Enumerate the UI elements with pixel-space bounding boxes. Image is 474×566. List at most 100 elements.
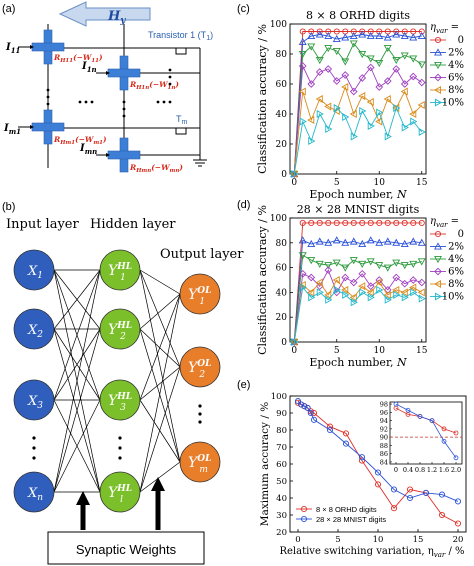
data-point <box>332 77 341 85</box>
inset-y-tick-label: 84 <box>380 458 388 466</box>
data-point <box>359 107 367 115</box>
data-point <box>418 294 426 303</box>
data-point <box>367 219 374 227</box>
data-point <box>409 237 418 245</box>
data-point <box>383 95 391 103</box>
x-tick-label: 15 <box>416 346 428 356</box>
data-point <box>410 288 418 297</box>
y-tick-label: 20 <box>276 140 288 150</box>
data-point <box>341 33 350 41</box>
series-line <box>293 268 422 343</box>
data-point <box>358 269 367 278</box>
data-point <box>342 219 349 227</box>
inset-y-tick-label: 88 <box>380 442 388 450</box>
data-point <box>376 285 384 294</box>
series-4pct <box>290 252 426 347</box>
data-point <box>434 98 443 107</box>
data-point <box>349 87 358 96</box>
layer-label-input: Input layer <box>6 217 80 232</box>
data-point <box>291 338 299 346</box>
data-point <box>294 399 302 406</box>
data-point <box>308 28 315 35</box>
data-point <box>349 293 357 302</box>
hidden-node-circle <box>99 249 141 291</box>
y-tick-label: 20 <box>276 313 288 323</box>
data-point <box>366 63 375 72</box>
hidden-node: YHL 1 <box>99 249 141 291</box>
chart-mnist-epochs: 0 20 40 60 80 100 0 5 10 15 28 × 28 MNIST digits Ep… <box>256 203 464 369</box>
panel-a: (a) Hy <box>2 1 213 174</box>
data-point <box>383 33 392 41</box>
data-point <box>417 288 425 297</box>
data-point <box>300 505 308 513</box>
data-point <box>333 28 340 35</box>
data-point <box>434 36 442 44</box>
chart-title: 28 × 28 MNIST digits <box>297 203 420 216</box>
x-tick-label: 0 <box>291 346 297 356</box>
ellipsis-dots <box>46 68 172 118</box>
data-point <box>298 62 307 70</box>
data-point <box>375 59 384 68</box>
data-point <box>358 74 367 82</box>
series-10pct <box>291 104 426 178</box>
data-point <box>383 77 392 85</box>
input-arrows <box>18 45 110 157</box>
connection-line <box>139 328 181 368</box>
inset-y-tick-label: 86 <box>380 450 388 458</box>
chart-orhd-epochs: 0 20 40 60 80 100 0 5 10 15 8 × 8 ORHD digits Epoch… <box>256 9 464 201</box>
data-point <box>383 44 392 53</box>
data-point <box>301 403 308 410</box>
data-point <box>434 242 442 250</box>
y-axis-label: Classification accuracy / % <box>256 24 269 174</box>
data-point <box>417 238 426 246</box>
input-label: Im1 <box>3 123 21 136</box>
data-point <box>341 238 350 246</box>
data-point <box>315 68 324 76</box>
data-point <box>400 80 409 88</box>
data-point <box>393 219 400 227</box>
connection-line <box>139 328 181 463</box>
connection-line <box>139 269 181 463</box>
data-point <box>298 269 307 278</box>
series-line <box>293 31 422 175</box>
connection-line <box>139 269 181 368</box>
output-node-label: YOL 2 <box>188 359 211 380</box>
ellipsis-dot <box>118 456 122 460</box>
x-axis-label: Epoch number, N <box>309 356 407 369</box>
data-point <box>298 50 307 59</box>
panel-c-label: (c) <box>237 3 250 15</box>
data-point <box>325 219 332 227</box>
data-point <box>434 48 442 56</box>
data-point <box>393 401 399 407</box>
data-point <box>332 236 341 244</box>
hidden-node: YHL 2 <box>99 308 141 350</box>
input-label: I1n <box>81 61 97 74</box>
connection-line <box>139 293 181 330</box>
data-point <box>393 104 401 112</box>
data-point <box>433 86 442 94</box>
y-tick-label: 60 <box>276 264 288 274</box>
data-point <box>315 30 324 38</box>
connection-line <box>139 399 181 463</box>
input-node: Xn <box>13 471 55 513</box>
data-point <box>359 288 367 297</box>
data-point <box>325 125 333 133</box>
data-point <box>417 101 425 109</box>
legend-entry: 2% <box>448 242 464 253</box>
y-tick-label: 80 <box>276 426 287 436</box>
data-point <box>392 273 401 282</box>
data-point <box>307 31 316 40</box>
data-point <box>429 418 435 424</box>
data-point <box>349 278 358 287</box>
data-point <box>298 37 307 46</box>
data-point <box>409 72 418 81</box>
y-tick-label: 60 <box>276 80 288 90</box>
inset-x-tick-label: 0 <box>394 466 398 474</box>
data-point <box>332 276 340 284</box>
data-point <box>384 219 391 227</box>
legend-title: ηvar = <box>430 22 459 35</box>
inset-y-tick-label: 94 <box>380 417 388 425</box>
panel-b-label: (b) <box>2 201 15 213</box>
